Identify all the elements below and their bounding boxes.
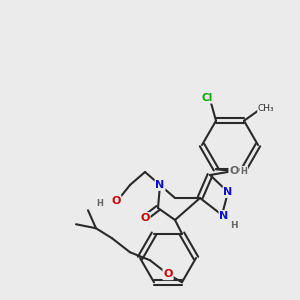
Text: N: N <box>155 180 165 190</box>
Text: N: N <box>224 187 232 197</box>
Text: O: O <box>140 213 150 223</box>
Text: H: H <box>230 220 238 230</box>
Text: H: H <box>97 200 104 208</box>
Text: O: O <box>229 166 239 176</box>
Text: CH₃: CH₃ <box>258 104 274 113</box>
Text: O: O <box>163 269 173 279</box>
Text: H: H <box>241 167 248 176</box>
Text: O: O <box>111 196 121 206</box>
Text: Cl: Cl <box>201 93 213 103</box>
Text: N: N <box>219 211 229 221</box>
